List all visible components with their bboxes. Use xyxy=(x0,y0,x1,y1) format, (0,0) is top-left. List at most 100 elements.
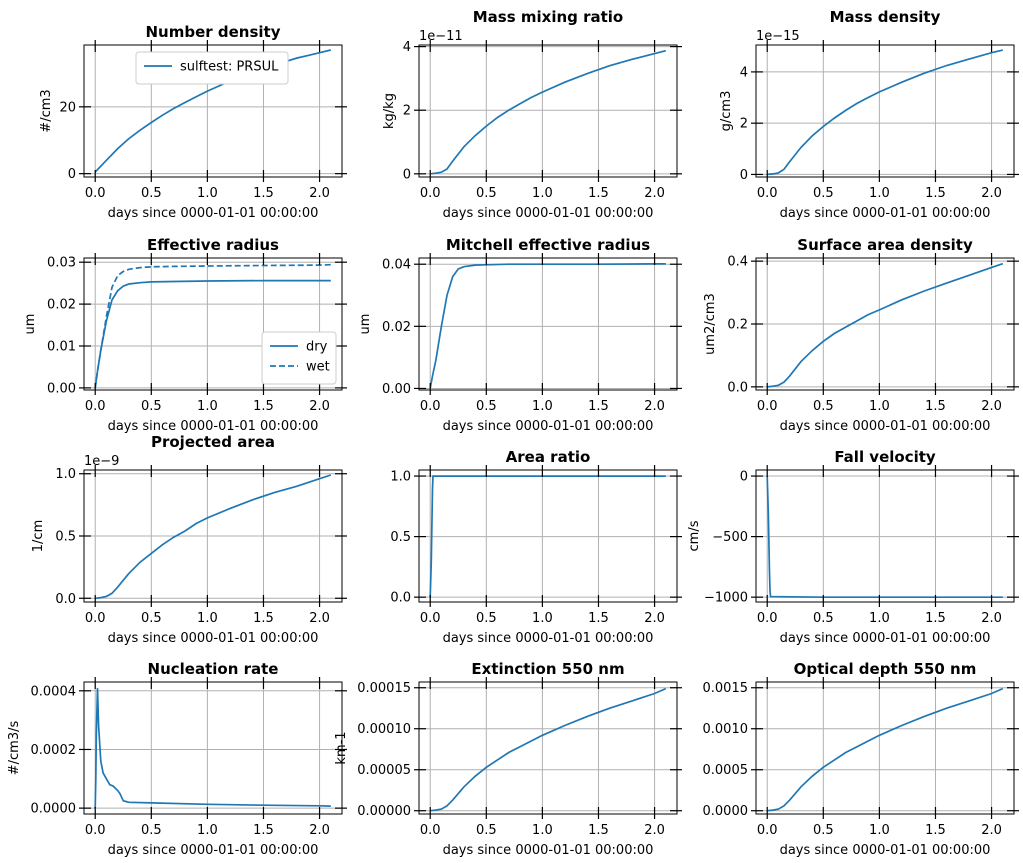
x-tick-label: 1.5 xyxy=(925,399,946,414)
series-line-1 xyxy=(767,687,1004,812)
chart-panel-11: 0.0 0.5 1.0 1.5 2.0 0.00000 0.00005 0.00010 0.00… xyxy=(334,660,682,858)
x-tick-label: 0.5 xyxy=(476,823,497,838)
x-axis-label: days since 0000-01-01 00:00:00 xyxy=(780,843,991,858)
axes-frame xyxy=(83,257,343,391)
series-line-1 xyxy=(94,49,331,173)
x-tick-label: 2.0 xyxy=(309,611,330,626)
x-tick-label: 0.0 xyxy=(85,186,106,201)
chart-panel-2: 0.0 0.5 1.0 1.5 2.0 0 2 4 Mass mixing ratio 1e−11… xyxy=(382,8,682,221)
y-tick-label: 0 xyxy=(68,167,76,182)
chart-title: Mitchell effective radius xyxy=(446,236,650,254)
series-line-1 xyxy=(767,49,1003,176)
series-line-1 xyxy=(429,475,666,598)
x-tick-label: 0.0 xyxy=(420,186,441,201)
x-tick-label: 0.0 xyxy=(420,399,441,414)
x-tick-label: 1.5 xyxy=(253,399,274,414)
axes-frame xyxy=(418,469,678,603)
legend: sulftest: PRSUL xyxy=(135,51,289,85)
y-tick-label: 0.00 xyxy=(47,381,76,396)
x-tick-label: 0.5 xyxy=(476,399,497,414)
x-tick-label: 0.5 xyxy=(813,186,834,201)
axes-frame xyxy=(418,44,678,178)
y-axis-label: cm/s xyxy=(687,520,702,551)
x-tick-label: 0.5 xyxy=(476,611,497,626)
chart-title: Number density xyxy=(146,23,281,41)
chart-panel-6: 0.0 0.5 1.0 1.5 2.0 0.0 0.2 0.4 Surface area den… xyxy=(703,236,1019,434)
y-tick-label: 0 xyxy=(403,167,411,182)
y-tick-label: 2 xyxy=(403,104,411,119)
y-tick-label: 4 xyxy=(740,65,748,80)
x-tick-label: 2.0 xyxy=(644,399,665,414)
series-line-1 xyxy=(95,474,332,600)
x-tick-label: 1.5 xyxy=(588,186,609,201)
chart-panel-10: 0.0 0.5 1.0 1.5 2.0 0.0000 0.0002 0.0004 Nucleat… xyxy=(7,660,347,858)
x-tick-label: 2.0 xyxy=(981,399,1002,414)
y-tick-label: 0 xyxy=(740,168,748,183)
x-tick-label: 0.0 xyxy=(757,611,778,626)
axis-offset-label: 1e−15 xyxy=(756,29,800,44)
y-tick-label: 0.0 xyxy=(55,592,76,607)
chart-panel-12: 0.0 0.5 1.0 1.5 2.0 0.0000 0.0005 0.0010 0.0015 O… xyxy=(703,660,1019,858)
y-tick-label: 0.03 xyxy=(47,256,76,271)
chart-title: Mass density xyxy=(830,8,941,26)
legend-label: wet xyxy=(306,360,330,375)
y-axis-label: 1/cm xyxy=(31,520,46,552)
x-axis-label: days since 0000-01-01 00:00:00 xyxy=(443,843,654,858)
axes-frame xyxy=(755,44,1015,178)
series-line-1 xyxy=(430,687,667,812)
x-tick-label: 0.0 xyxy=(757,823,778,838)
x-tick-label: 1.0 xyxy=(197,823,218,838)
y-axis-label: km-1 xyxy=(334,731,349,764)
x-tick-label: 1.5 xyxy=(588,823,609,838)
x-tick-label: 2.0 xyxy=(981,611,1002,626)
y-tick-label: 0.2 xyxy=(727,318,748,333)
legend: dry wet xyxy=(261,331,337,385)
y-tick-label: 0.00010 xyxy=(357,722,411,737)
x-tick-label: 2.0 xyxy=(309,186,330,201)
chart-panel-9: 0.0 0.5 1.0 1.5 2.0 −1000 −500 0 Fall velocity da… xyxy=(687,448,1019,646)
x-tick-label: 2.0 xyxy=(644,186,665,201)
x-axis-label: days since 0000-01-01 00:00:00 xyxy=(780,631,991,646)
y-axis-label: g/cm3 xyxy=(719,91,734,132)
y-tick-label: 0 xyxy=(740,470,748,485)
y-tick-label: −1000 xyxy=(704,591,748,606)
axes-frame xyxy=(418,681,678,815)
x-axis-label: days since 0000-01-01 00:00:00 xyxy=(108,843,319,858)
x-tick-label: 0.5 xyxy=(141,186,162,201)
x-axis-label: days since 0000-01-01 00:00:00 xyxy=(108,419,319,434)
x-tick-label: 0.0 xyxy=(420,611,441,626)
series-line-1 xyxy=(429,263,666,389)
y-tick-label: 0.00005 xyxy=(357,763,411,778)
y-tick-label: 0.0005 xyxy=(703,763,749,778)
y-tick-label: 2 xyxy=(740,117,748,132)
x-tick-label: 1.0 xyxy=(197,399,218,414)
x-tick-label: 0.0 xyxy=(757,399,778,414)
series-line-1 xyxy=(766,476,1003,599)
y-tick-label: 0.0000 xyxy=(703,804,749,819)
x-tick-label: 0.5 xyxy=(141,611,162,626)
y-axis-label: um xyxy=(358,314,373,335)
y-tick-label: 0.0015 xyxy=(703,681,749,696)
x-axis-label: days since 0000-01-01 00:00:00 xyxy=(443,206,654,221)
x-axis-label: days since 0000-01-01 00:00:00 xyxy=(780,419,991,434)
x-tick-label: 1.5 xyxy=(253,611,274,626)
y-axis-label: kg/kg xyxy=(382,93,397,129)
axes-frame xyxy=(755,681,1015,815)
x-axis-label: days since 0000-01-01 00:00:00 xyxy=(780,206,991,221)
x-tick-label: 1.0 xyxy=(532,611,553,626)
x-tick-label: 2.0 xyxy=(309,823,330,838)
axes-frame xyxy=(83,44,343,178)
x-tick-label: 0.5 xyxy=(141,823,162,838)
y-tick-label: 0.5 xyxy=(55,530,76,545)
x-tick-label: 2.0 xyxy=(981,823,1002,838)
y-tick-label: 0.02 xyxy=(382,320,411,335)
x-tick-label: 0.5 xyxy=(141,399,162,414)
y-axis-label: #/cm3/s xyxy=(7,721,22,776)
chart-title: Optical depth 550 nm xyxy=(794,660,977,678)
y-tick-label: 0.0 xyxy=(727,380,748,395)
y-axis-label: #/cm3 xyxy=(39,89,54,132)
x-tick-label: 0.0 xyxy=(85,823,106,838)
y-tick-label: 0.04 xyxy=(382,258,411,273)
x-tick-label: 1.5 xyxy=(925,823,946,838)
y-tick-label: 0.0002 xyxy=(31,743,77,758)
